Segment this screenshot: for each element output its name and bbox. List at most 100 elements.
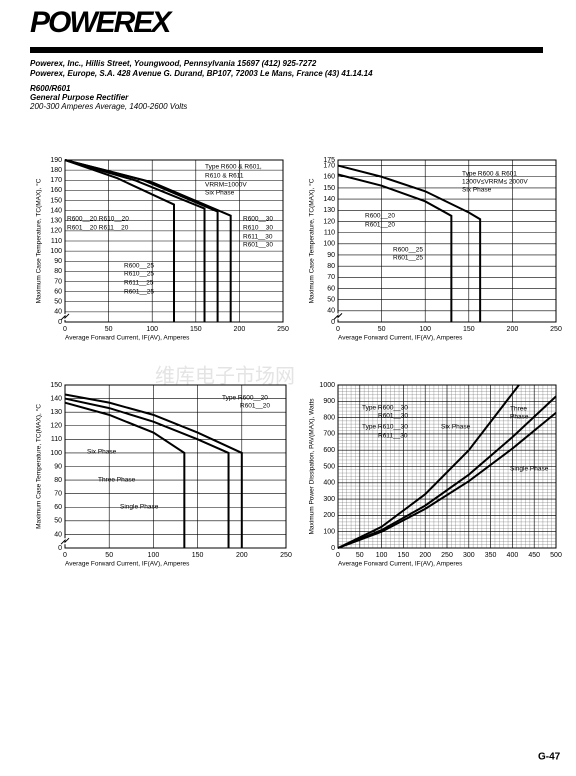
y-tick-label: 70 (327, 274, 335, 281)
x-tick-label: 100 (376, 552, 388, 559)
y-tick-label: 140 (50, 207, 62, 214)
x-tick-label: 450 (528, 552, 540, 559)
plot-area (337, 159, 557, 323)
x-tick-label: 200 (234, 326, 246, 333)
y-tick-label: 120 (50, 423, 62, 430)
y-tick-label: 80 (327, 263, 335, 270)
y-tick-label: 140 (50, 395, 62, 402)
x-tick-label: 400 (507, 552, 519, 559)
x-tick-label: 100 (419, 326, 431, 333)
y-tick-label: 500 (323, 463, 335, 470)
y-tick-label: 60 (54, 288, 62, 295)
x-tick-label: 200 (236, 552, 248, 559)
y-tick-label: 40 (54, 531, 62, 538)
x-tick-label: 200 (419, 552, 431, 559)
y-tick-label: 0 (331, 319, 335, 326)
y-tick-label: 150 (323, 185, 335, 192)
x-tick-label: 500 (550, 552, 562, 559)
y-axis-label: Maximum Case Temperature, TC(MAX), °C (35, 404, 43, 529)
subtitle: General Purpose Rectifier (30, 93, 129, 102)
address: Powerex, Inc., Hillis Street, Youngwood,… (30, 59, 317, 68)
annotation: R611__30 (378, 433, 408, 440)
x-axis-label: Average Forward Current, IF(AV), Amperes (65, 335, 190, 342)
annotation: Type R600__30 (362, 405, 408, 412)
y-tick-label: 90 (54, 258, 62, 265)
page-number: G-47 (538, 752, 561, 763)
y-tick-label: 170 (323, 162, 335, 169)
y-tick-label: 1000 (319, 382, 335, 389)
series-line (64, 401, 186, 548)
annotation: Type R610__30 (362, 424, 408, 431)
x-axis-label: Average Forward Current, IF(AV), Amperes (338, 335, 463, 342)
series-line (64, 159, 206, 322)
part-number: R600/R601 (30, 84, 71, 93)
annotation: R610 & R611 (205, 173, 244, 180)
y-tick-label: 40 (327, 308, 335, 315)
series-line (64, 159, 175, 322)
annotation: R601__20 R611__20 (67, 225, 129, 232)
x-tick-label: 350 (485, 552, 497, 559)
y-tick-label: 80 (54, 268, 62, 275)
x-tick-label: 250 (441, 552, 453, 559)
series-line (64, 397, 230, 548)
series-line (337, 164, 482, 322)
annotation: R601__30 (243, 242, 273, 249)
address: Powerex, Europe, S.A. 428 Avenue G. Dura… (30, 69, 373, 78)
y-tick-label: 150 (50, 197, 62, 204)
y-tick-label: 180 (50, 167, 62, 174)
series-line (337, 411, 557, 549)
x-tick-label: 100 (146, 326, 158, 333)
y-tick-label: 80 (54, 477, 62, 484)
x-tick-label: 150 (190, 326, 202, 333)
series-line (337, 395, 557, 549)
annotation: Six Phase (441, 424, 471, 431)
y-tick-label: 0 (58, 319, 62, 326)
rating: 200-300 Amperes Average, 1400-2600 Volts (29, 102, 187, 111)
annotation: R611__30 (243, 234, 273, 241)
y-tick-label: 0 (58, 545, 62, 552)
y-tick-label: 60 (327, 285, 335, 292)
x-tick-label: 150 (192, 552, 204, 559)
y-tick-label: 50 (54, 299, 62, 306)
y-tick-label: 700 (323, 431, 335, 438)
annotation: 1200V≤VRRM≤ 2000V (462, 179, 528, 186)
y-tick-label: 90 (54, 463, 62, 470)
x-axis-label: Average Forward Current, IF(AV), Amperes (338, 561, 463, 568)
annotation: R610__25 (124, 271, 154, 278)
y-tick-label: 160 (50, 187, 62, 194)
y-tick-label: 900 (323, 398, 335, 405)
annotation: Type R600__20 (222, 395, 268, 402)
y-tick-label: 60 (54, 504, 62, 511)
x-tick-label: 200 (507, 326, 519, 333)
y-tick-label: 70 (54, 491, 62, 498)
y-tick-label: 120 (323, 218, 335, 225)
y-tick-label: 90 (327, 252, 335, 259)
y-tick-label: 0 (331, 545, 335, 552)
y-axis-label: Maximum Power Dissipation, PAV(MAX), Wat… (309, 398, 316, 535)
y-tick-label: 100 (50, 248, 62, 255)
y-tick-label: 130 (50, 218, 62, 225)
annotation: R601__25 (393, 255, 423, 262)
axis-break (333, 313, 343, 320)
annotation: R600__25 (393, 247, 423, 254)
y-tick-label: 40 (54, 309, 62, 316)
y-tick-label: 170 (50, 177, 62, 184)
y-tick-label: 800 (323, 414, 335, 421)
y-tick-label: 110 (51, 436, 62, 443)
x-tick-label: 250 (280, 552, 292, 559)
y-tick-label: 120 (50, 228, 62, 235)
x-tick-label: 150 (463, 326, 475, 333)
y-tick-label: 140 (323, 196, 335, 203)
annotation: Six Phase (462, 187, 492, 194)
annotation: VRRM=1000V (205, 182, 247, 189)
y-tick-label: 50 (327, 296, 335, 303)
annotation: R601__20 (240, 403, 270, 410)
annotation: Single Phase (120, 504, 159, 511)
header-bar (30, 47, 543, 53)
annotation: Six Phase (205, 190, 235, 197)
x-tick-label: 0 (63, 552, 67, 559)
annotation: R600__30 (243, 216, 273, 223)
annotation: R610__30 (243, 225, 273, 232)
annotation: R600__20 R610__20 (67, 216, 129, 223)
